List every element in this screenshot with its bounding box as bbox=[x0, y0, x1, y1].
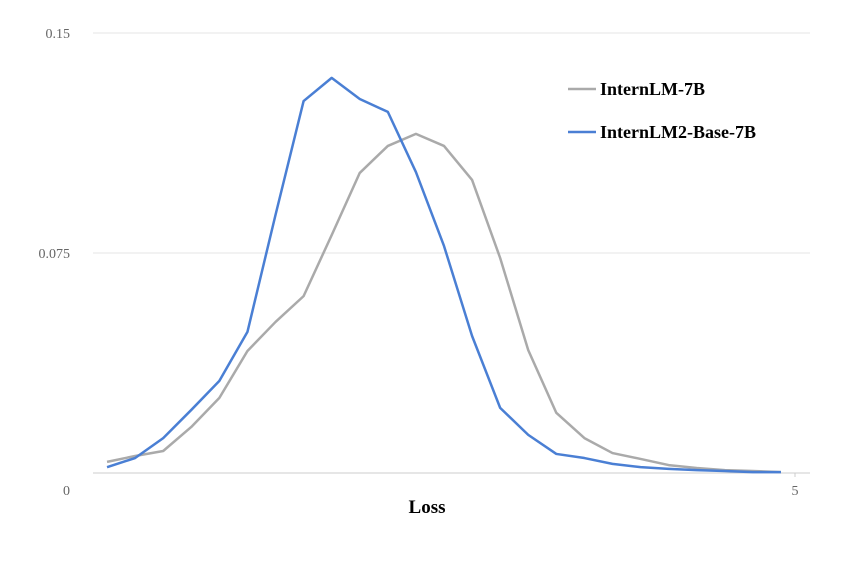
x-tick-label: 5 bbox=[792, 484, 799, 499]
y-tick-label: 0.15 bbox=[46, 27, 71, 42]
line-series bbox=[106, 132, 782, 474]
y-tick-label: 0.075 bbox=[39, 247, 71, 262]
line-series bbox=[106, 76, 781, 474]
legend-label: InternLM2-Base-7B bbox=[600, 122, 756, 142]
legend-label: InternLM-7B bbox=[600, 79, 705, 99]
y-tick-label: 0 bbox=[63, 484, 70, 499]
x-axis-label: Loss bbox=[409, 497, 446, 518]
